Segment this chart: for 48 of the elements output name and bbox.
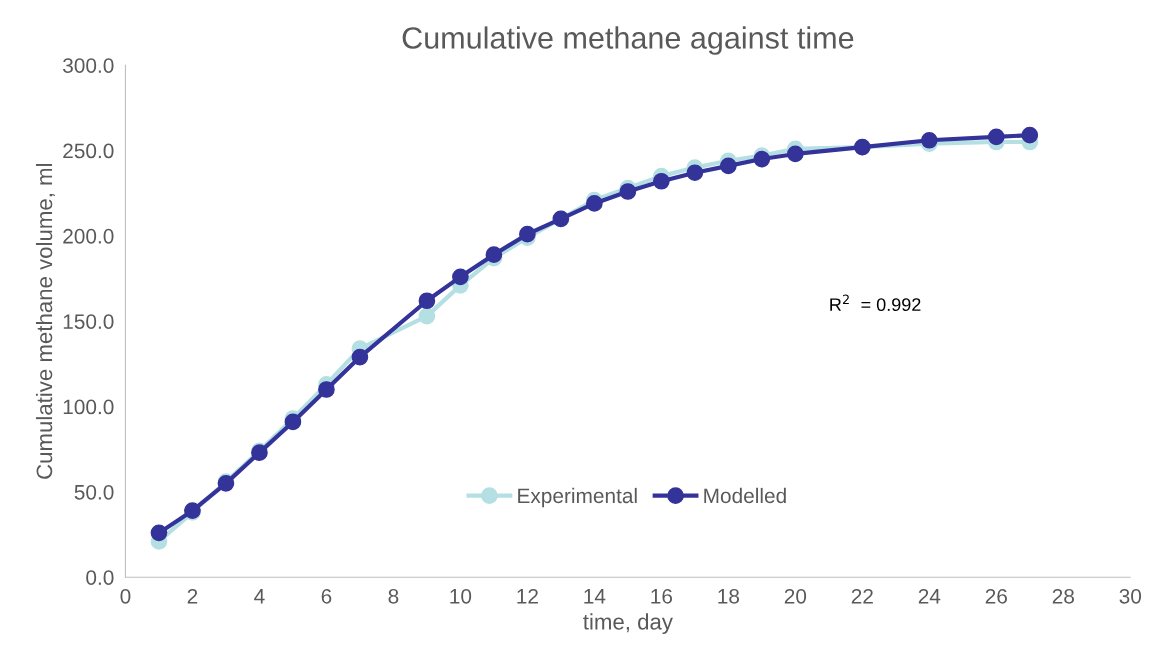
x-tick-label: 6 bbox=[321, 588, 332, 604]
point bbox=[619, 183, 637, 200]
point bbox=[753, 150, 771, 168]
y-tick-label: 200.0 bbox=[63, 228, 114, 244]
y-tick-label: 50.0 bbox=[74, 484, 114, 500]
legend-label: Modelled bbox=[704, 487, 786, 504]
x-tick-label: 22 bbox=[851, 588, 873, 604]
point bbox=[686, 164, 704, 182]
x-tick-label: 2 bbox=[187, 588, 198, 604]
x-tick-label: 26 bbox=[985, 588, 1007, 604]
point bbox=[1021, 126, 1039, 144]
x-tick-label: 12 bbox=[517, 588, 538, 604]
point bbox=[418, 307, 436, 325]
y-tick-label: 100.0 bbox=[63, 399, 114, 415]
x-tick-label: 4 bbox=[254, 589, 265, 604]
legend-label: Experimental bbox=[518, 487, 637, 508]
point bbox=[519, 225, 536, 243]
y-tick-label: 0.0 bbox=[86, 570, 114, 585]
x-tick-label: 18 bbox=[718, 588, 740, 604]
x-tick-label: 20 bbox=[784, 588, 807, 604]
point bbox=[653, 172, 670, 190]
y-tick-label: 250.0 bbox=[63, 143, 114, 159]
point bbox=[987, 128, 1005, 146]
point bbox=[418, 292, 436, 310]
point bbox=[920, 131, 938, 149]
point bbox=[787, 145, 804, 163]
point bbox=[586, 195, 603, 212]
x-tick-label: 8 bbox=[388, 588, 399, 604]
x-tick-label: 10 bbox=[450, 588, 472, 604]
point bbox=[351, 348, 369, 366]
x-tick-label: 0 bbox=[120, 588, 131, 604]
point bbox=[284, 413, 302, 431]
x-tick-label: 14 bbox=[584, 589, 606, 604]
y-tick-label: 150.0 bbox=[63, 314, 114, 329]
point bbox=[452, 268, 469, 286]
point bbox=[485, 246, 503, 263]
annotation: R$^{2}$ = 0.992 bbox=[830, 294, 921, 312]
point bbox=[150, 524, 168, 542]
y-axis-title: Cumulative methane volume, ml bbox=[35, 163, 55, 479]
x-axis-title: time, day bbox=[583, 613, 673, 635]
y-tick-label: 300.0 bbox=[63, 58, 114, 73]
point bbox=[720, 157, 737, 175]
x-tick-label: 16 bbox=[651, 588, 673, 604]
point bbox=[318, 381, 335, 398]
x-tick-label: 28 bbox=[1052, 588, 1074, 604]
chart-title: Cumulative methane against time bbox=[402, 26, 854, 55]
x-tick-label: 24 bbox=[918, 588, 941, 604]
x-tick-label: 30 bbox=[1119, 588, 1142, 604]
